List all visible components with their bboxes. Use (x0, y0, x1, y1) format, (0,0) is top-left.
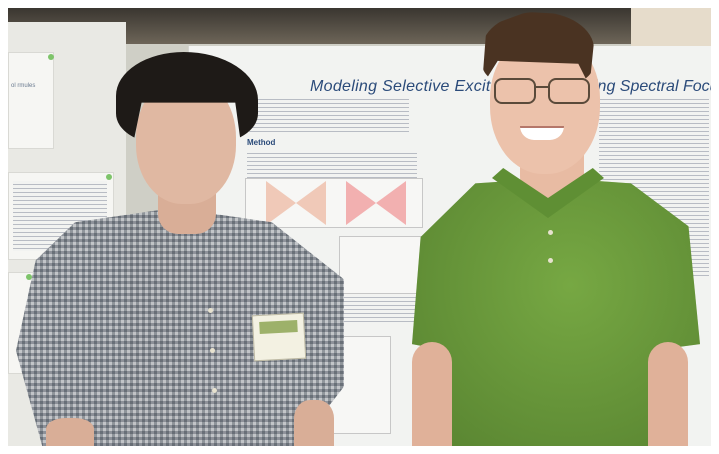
method-text (247, 150, 417, 180)
name-badge (251, 312, 307, 362)
photograph: ol rmules Method Modeling Selective (8, 8, 711, 446)
glasses-lens (494, 78, 536, 104)
shirt-button (548, 258, 553, 263)
figure-shape (346, 181, 406, 225)
glasses-bridge (534, 86, 548, 88)
arm (648, 342, 688, 446)
figure-shape (266, 181, 326, 225)
arm (46, 418, 94, 446)
shirt-button (548, 230, 553, 235)
figure-plot (339, 236, 427, 294)
paper-sheet: ol rmules (8, 52, 54, 149)
shirt-button (208, 308, 213, 313)
section-heading: Method (247, 138, 276, 147)
figure-diamonds (245, 178, 423, 228)
poster-title-continued: sing Spectral Focusing (586, 78, 711, 95)
badge-logo (259, 320, 298, 334)
eyeglasses (494, 78, 594, 104)
push-pin (106, 174, 112, 180)
paper-snippet-text: ol rmules (11, 83, 36, 89)
shirt-button (212, 388, 217, 393)
arm (294, 400, 334, 446)
push-pin (48, 54, 54, 60)
push-pin (26, 274, 32, 280)
intro-text (249, 96, 409, 132)
arm (412, 342, 452, 446)
poster-title: Modeling Selective Excitation o (310, 78, 541, 95)
glasses-lens (548, 78, 590, 104)
smile (520, 126, 564, 140)
shirt-button (210, 348, 215, 353)
